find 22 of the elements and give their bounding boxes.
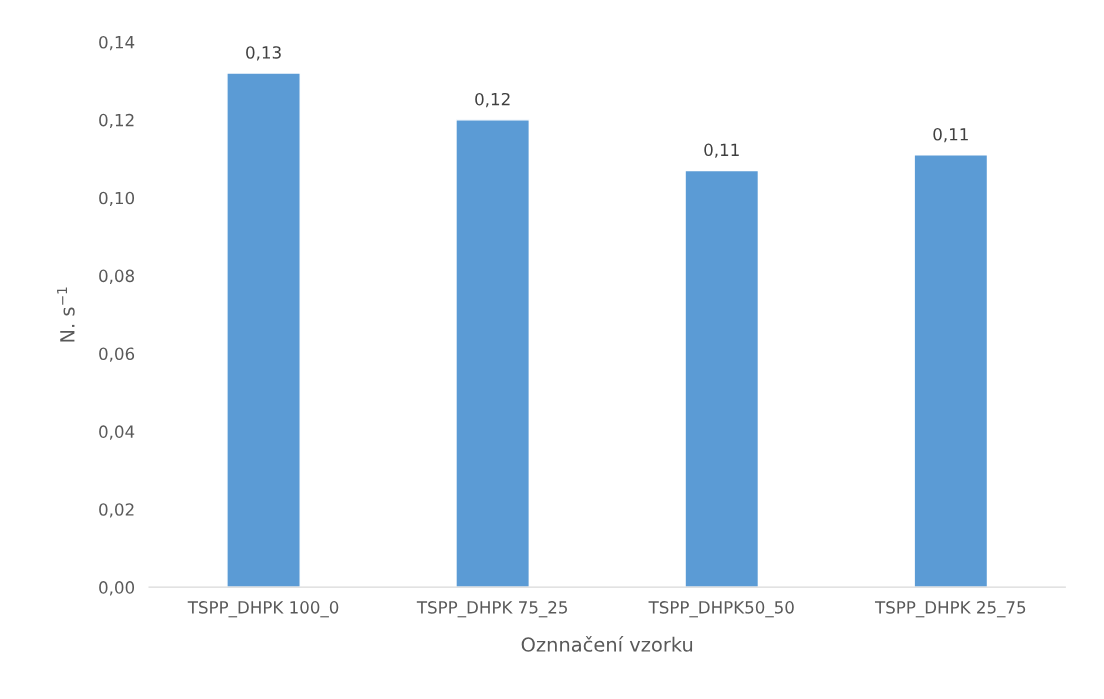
y-tick-label: 0,14 bbox=[99, 35, 135, 51]
bar bbox=[226, 72, 301, 588]
bar bbox=[913, 154, 989, 588]
data-label: 0,13 bbox=[246, 46, 281, 61]
data-label: 0,11 bbox=[933, 127, 968, 143]
y-tick-label: 0,12 bbox=[99, 113, 134, 129]
data-label: 0,11 bbox=[704, 143, 739, 158]
x-tick-label: TSPP_DHPK50_50 bbox=[648, 601, 794, 618]
x-tick-label: TSPP_DHPK 25_75 bbox=[874, 601, 1026, 618]
x-tick-label: TSPP_DHPK 100_0 bbox=[187, 601, 339, 618]
bar bbox=[684, 169, 760, 588]
data-label: 0,12 bbox=[475, 92, 510, 108]
y-tick-label: 0,10 bbox=[99, 191, 135, 206]
y-axis-title: N. s$^{−1}$ bbox=[57, 287, 75, 342]
x-axis-title: Oznnačení vzorku bbox=[521, 636, 693, 652]
y-tick-label: 0,04 bbox=[99, 425, 135, 440]
y-tick-label: 0,00 bbox=[99, 581, 135, 596]
bar bbox=[455, 119, 531, 588]
y-tick-label: 0,06 bbox=[99, 347, 135, 362]
x-tick-label: TSPP_DHPK 75_25 bbox=[416, 601, 567, 618]
y-tick-label: 0,02 bbox=[99, 503, 134, 518]
y-tick-label: 0,08 bbox=[99, 269, 135, 284]
